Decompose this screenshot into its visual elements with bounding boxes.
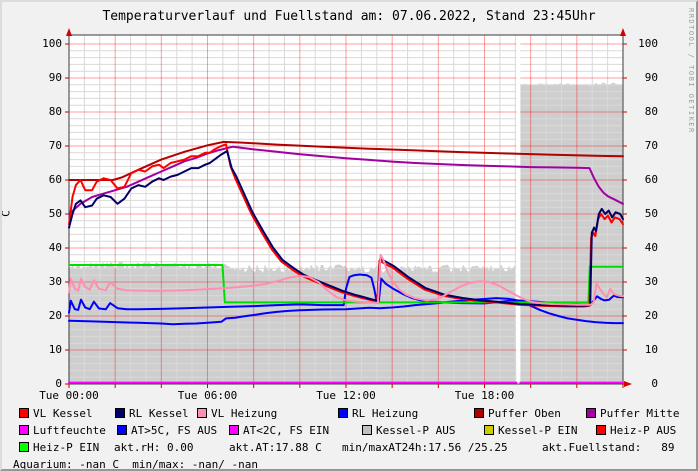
y-tick-label-right: 90 — [644, 71, 658, 84]
x-tick-label: Tue 12:00 — [316, 389, 376, 402]
legend-color-swatch — [115, 408, 125, 418]
y-axis-arrow-right — [620, 28, 626, 36]
y-tick-label-left: 40 — [48, 241, 62, 254]
legend-color-swatch — [19, 425, 29, 435]
legend-item: VL Heizung — [197, 407, 277, 420]
chart-title: Temperaturverlauf und Fuellstand am: 07.… — [102, 9, 596, 24]
legend-info-text: akt.AT:17.88 C — [229, 441, 322, 454]
y-tick-label-right: 20 — [644, 309, 658, 322]
legend-color-swatch — [19, 442, 29, 452]
y-tick-label-right: 70 — [644, 139, 658, 152]
legend-color-swatch — [586, 408, 596, 418]
y-tick-label-left: 10 — [48, 343, 62, 356]
legend-item: Luftfeuchte — [19, 424, 106, 437]
legend-item: Kessel-P EIN — [484, 424, 577, 437]
y-tick-label-left: 70 — [48, 139, 62, 152]
legend-item: Heiz-P EIN — [19, 441, 99, 454]
y-tick-label-left: 30 — [48, 275, 62, 288]
y-tick-label-left: 100 — [42, 37, 62, 50]
legend-item-label: Kessel-P EIN — [498, 424, 578, 437]
legend-item-label: Puffer Oben — [488, 407, 561, 420]
legend-item-label: Kessel-P AUS — [376, 424, 456, 437]
legend-info-text: akt.Fuellstand: 89 — [542, 441, 675, 454]
series-vl-heizung — [68, 253, 624, 306]
rrdtool-watermark: RRDTOOL / TOBI OETIKER — [687, 8, 695, 134]
legend-item: AT<2C, FS EIN — [229, 424, 329, 437]
y-tick-label-right: 60 — [644, 173, 658, 186]
legend-item: Heiz-P AUS — [596, 424, 676, 437]
legend-item: Kessel-P AUS — [362, 424, 455, 437]
legend-info-text: akt.rH: 0.00 — [114, 441, 194, 454]
series-heiz-p-ein — [68, 264, 624, 304]
legend-item-label: AT>5C, FS AUS — [131, 424, 218, 437]
y-tick-label-right: 10 — [644, 343, 658, 356]
y-tick-label-right: 30 — [644, 275, 658, 288]
legend-color-swatch — [117, 425, 127, 435]
x-tick-label: Tue 00:00 — [39, 389, 99, 402]
legend-info-text: min/maxAT24h:17.56 /25.25 — [342, 441, 508, 454]
legend-item: VL Kessel — [19, 407, 93, 420]
y-axis-arrow-left — [66, 28, 72, 36]
legend-item: RL Heizung — [338, 407, 418, 420]
y-tick-label-right: 0 — [651, 377, 658, 390]
x-tick-label: Tue 18:00 — [454, 389, 515, 402]
y-tick-label-left: 80 — [48, 105, 62, 118]
legend-color-swatch — [229, 425, 239, 435]
legend-item-label: VL Heizung — [211, 407, 278, 420]
legend-item: AT>5C, FS AUS — [117, 424, 217, 437]
legend-item-label: RL Heizung — [352, 407, 419, 420]
legend-item-label: VL Kessel — [33, 407, 93, 420]
y-tick-label-right: 100 — [638, 37, 658, 50]
x-axis-arrow — [624, 381, 632, 387]
legend-item-label: Heiz-P EIN — [33, 441, 100, 454]
legend-item: Puffer Mitte — [586, 407, 679, 420]
legend-color-swatch — [596, 425, 606, 435]
y-tick-label-right: 80 — [644, 105, 658, 118]
series-puffer-mitte — [68, 145, 624, 215]
legend-item-label: Puffer Mitte — [600, 407, 680, 420]
legend-color-swatch — [362, 425, 372, 435]
y-tick-label-left: 90 — [48, 71, 62, 84]
legend-color-swatch — [484, 425, 494, 435]
y-tick-label-right: 50 — [644, 207, 658, 220]
y-tick-label-left: 60 — [48, 173, 62, 186]
legend-item: Puffer Oben — [474, 407, 561, 420]
legend-color-swatch — [338, 408, 348, 418]
legend-color-swatch — [197, 408, 207, 418]
legend-item-label: RL Kessel — [129, 407, 189, 420]
y-tick-label-left: 50 — [48, 207, 62, 220]
legend-color-swatch — [19, 408, 29, 418]
legend-item-label: Luftfeuchte — [33, 424, 106, 437]
legend-item: RL Kessel — [115, 407, 189, 420]
legend-color-swatch — [474, 408, 484, 418]
legend-info-text: Aquarium: -nan C min/max: -nan/ -nan — [13, 458, 259, 471]
legend-item-label: AT<2C, FS EIN — [243, 424, 330, 437]
y-tick-label-right: 40 — [644, 241, 658, 254]
y-tick-label-left: 0 — [55, 377, 62, 390]
legend-item-label: Heiz-P AUS — [610, 424, 677, 437]
x-tick-label: Tue 06:00 — [177, 389, 238, 402]
series-aussentemperatur-at — [68, 297, 624, 326]
y-tick-label-left: 20 — [48, 309, 62, 322]
data-gap-stripe — [516, 35, 521, 384]
